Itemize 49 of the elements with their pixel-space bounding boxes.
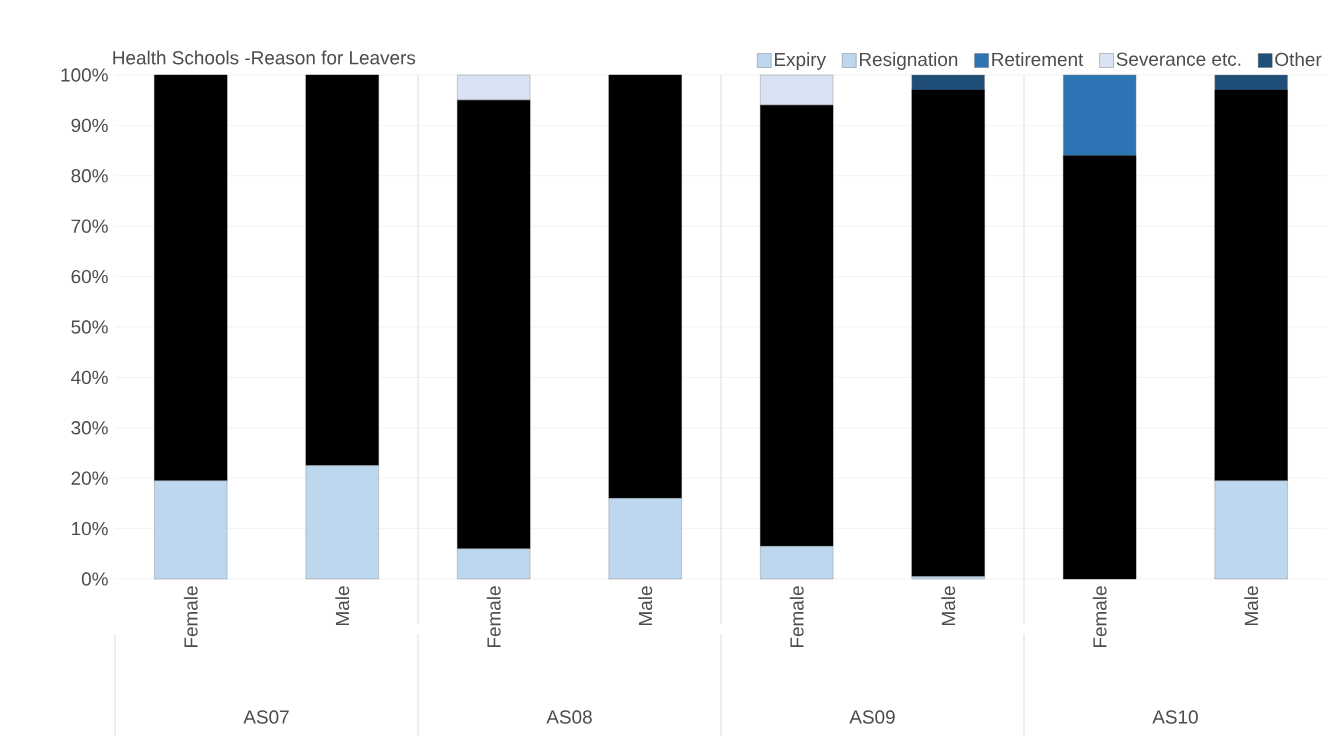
bar — [305, 465, 379, 580]
x-tick-label: Male — [638, 586, 653, 625]
legend-label: Other — [1275, 52, 1322, 67]
y-tick-label: 80% — [71, 169, 108, 183]
bar — [1063, 155, 1137, 580]
x-tick-label: Male — [941, 586, 956, 625]
bar — [1214, 89, 1288, 481]
y-tick-label: 30% — [71, 421, 108, 435]
legend-label: Expiry — [775, 52, 826, 70]
bar — [154, 480, 228, 580]
bar — [911, 89, 985, 577]
text: AS07 — [243, 710, 289, 724]
bar — [608, 74, 682, 499]
y-tick-label: 60% — [71, 269, 108, 284]
legend-label: Resignation — [859, 52, 958, 70]
y-tick-label: 90% — [71, 118, 108, 133]
x-tick-label: Female — [183, 586, 198, 648]
y-tick-label: 70% — [71, 219, 108, 233]
y-tick-label: 50% — [71, 320, 108, 334]
legend-label: Severance etc. — [1116, 52, 1241, 66]
y-tick-label: 10% — [72, 521, 108, 536]
bar — [1214, 480, 1288, 580]
bar — [457, 74, 531, 101]
bar — [911, 576, 985, 580]
bar — [1214, 74, 1288, 91]
x-tick-label: Male — [1244, 586, 1259, 625]
bar — [760, 105, 834, 547]
chart-title: Health Schools -Reason for Leavers — [113, 50, 416, 65]
bar — [760, 546, 834, 580]
bar — [457, 548, 531, 580]
y-tick-label: 100% — [61, 68, 108, 82]
bar — [1063, 74, 1137, 156]
text: AS08 — [546, 710, 592, 724]
x-tick-label: Female — [1092, 586, 1107, 648]
y-tick-label: 20% — [71, 471, 108, 485]
text: AS10 — [1152, 710, 1198, 724]
bar — [457, 99, 531, 549]
bar — [608, 498, 682, 580]
bar — [305, 74, 379, 466]
x-tick-label: Female — [486, 586, 501, 648]
y-tick-label: 0% — [81, 572, 108, 586]
bar — [911, 74, 985, 91]
bar — [154, 74, 228, 481]
bar — [760, 74, 834, 106]
x-tick-label: Female — [789, 586, 804, 648]
legend-label: Retirement — [992, 52, 1084, 67]
x-tick-label: Male — [335, 586, 350, 625]
text: AS09 — [849, 710, 895, 724]
y-tick-label: 40% — [71, 370, 108, 385]
